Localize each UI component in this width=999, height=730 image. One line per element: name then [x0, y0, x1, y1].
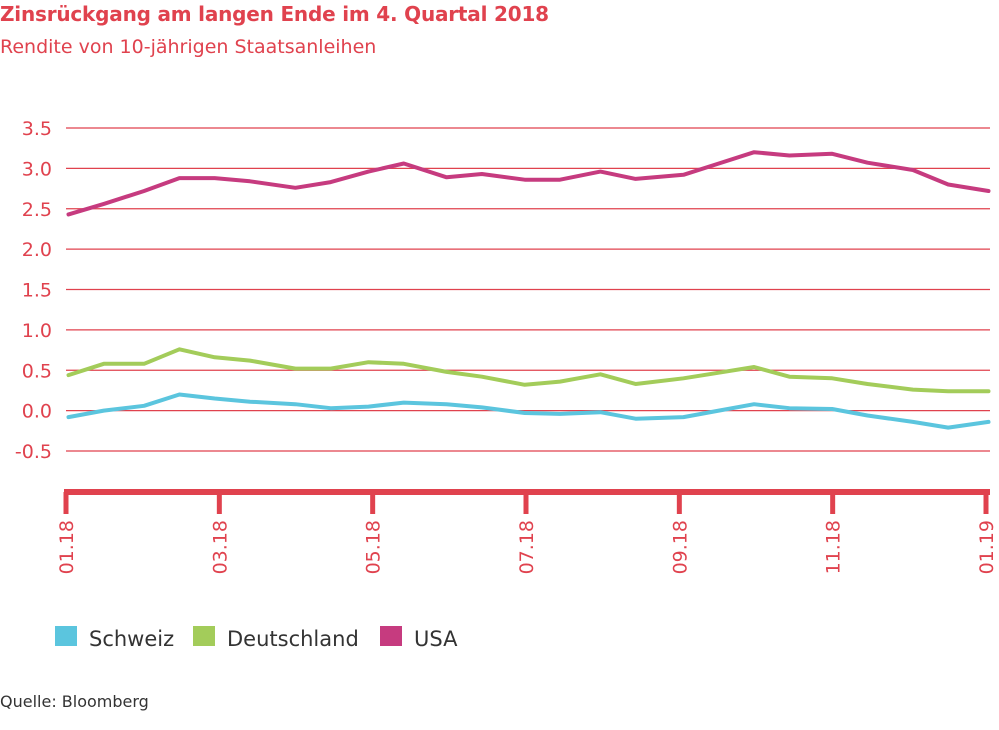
- y-tick-label: -0.5: [15, 441, 52, 463]
- legend-label-deutschland: Deutschland: [227, 627, 359, 651]
- series-lines: [66, 150, 991, 430]
- y-tick-label: 1.0: [22, 320, 52, 342]
- x-tick-label: 09.18: [669, 520, 691, 574]
- x-tick-label: 01.18: [56, 520, 78, 574]
- x-tick-label: 05.18: [363, 520, 385, 574]
- legend-swatch-schweiz: [55, 626, 77, 646]
- x-tick-label: 01.19: [976, 520, 998, 574]
- y-tick-label: 0.0: [22, 401, 52, 423]
- y-tick-label: 1.5: [22, 280, 52, 302]
- y-tick-label: 0.5: [22, 360, 52, 382]
- x-tick-label: 07.18: [516, 520, 538, 574]
- x-axis: 01.18 03.18 05.18 07.18 09.18 11.18 01.19: [56, 489, 998, 574]
- y-axis-ticks: 3.5 3.0 2.5 2.0 1.5 1.0 0.5 0.0 -0.5: [15, 118, 52, 463]
- x-tick-label: 03.18: [209, 520, 231, 574]
- y-tick-label: 2.0: [22, 239, 52, 261]
- legend-swatch-usa: [380, 626, 402, 646]
- y-tick-label: 3.5: [22, 118, 52, 140]
- y-tick-label: 3.0: [22, 158, 52, 180]
- legend-label-schweiz: Schweiz: [89, 627, 174, 651]
- y-tick-label: 2.5: [22, 199, 52, 221]
- source-note: Quelle: Bloomberg: [0, 692, 149, 711]
- legend-swatch-deutschland: [193, 626, 215, 646]
- series-line-deutschland: [66, 347, 991, 394]
- series-line-usa: [66, 150, 991, 217]
- chart-title: Zinsrückgang am langen Ende im 4. Quarta…: [0, 2, 549, 26]
- legend-label-usa: USA: [414, 627, 458, 651]
- legend: Schweiz Deutschland USA: [55, 626, 458, 651]
- series-line-schweiz: [66, 392, 991, 430]
- x-tick-label: 11.18: [823, 520, 845, 574]
- chart-subtitle: Rendite von 10-jährigen Staatsanleihen: [0, 36, 377, 58]
